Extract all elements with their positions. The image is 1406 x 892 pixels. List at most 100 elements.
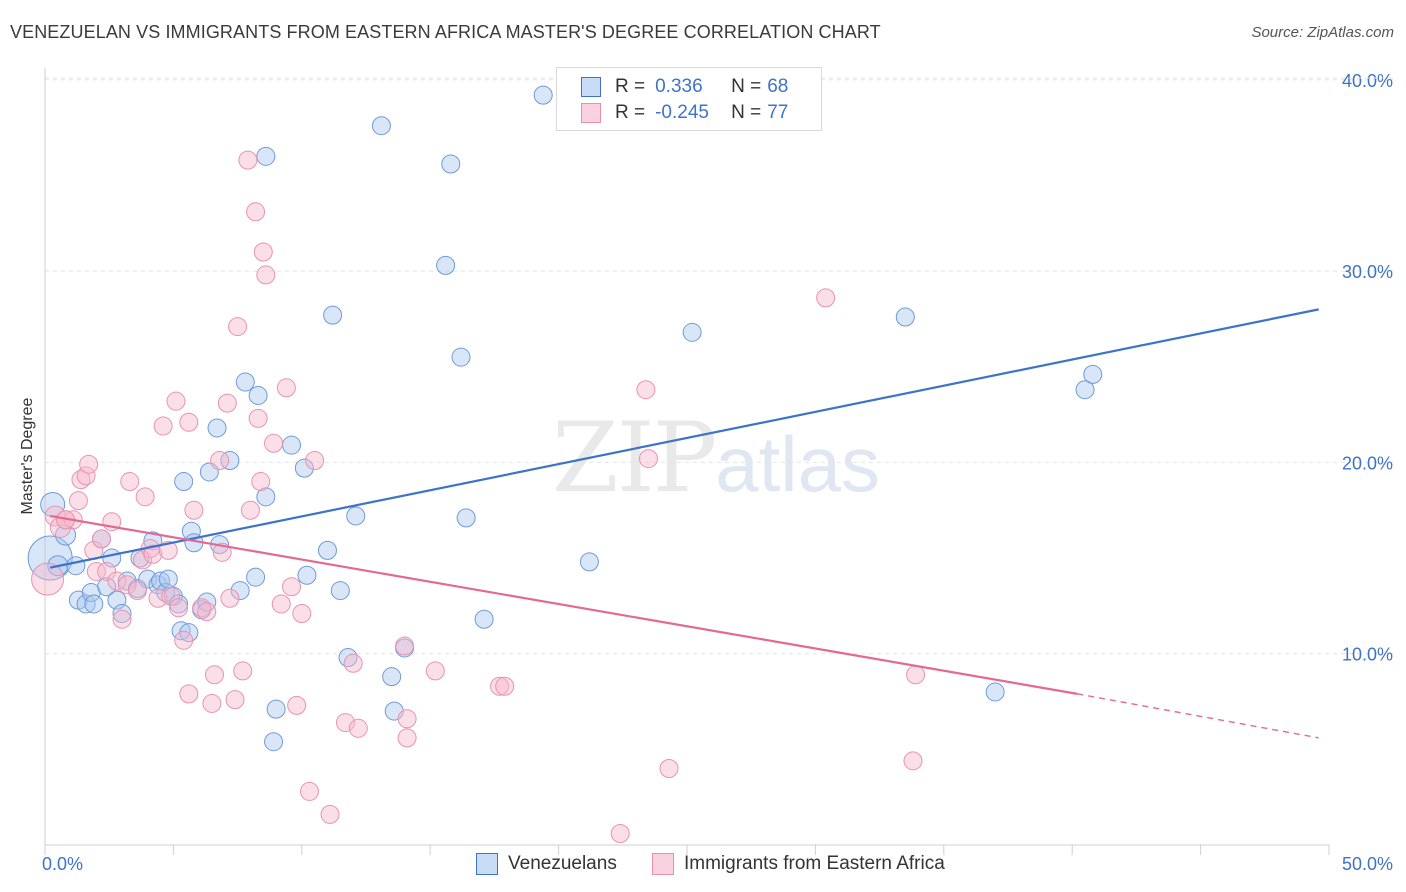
point-venezuelans (256, 146, 276, 166)
point-venezuelans (451, 347, 471, 367)
r-label: R = (615, 76, 646, 97)
point-venezuelans (323, 305, 343, 325)
point-eastern-africa (112, 609, 132, 629)
point-eastern-africa (659, 758, 679, 778)
trend-line-venezuelans (49, 308, 1319, 569)
point-eastern-africa (169, 598, 189, 618)
point-eastern-africa (638, 449, 658, 469)
point-eastern-africa (903, 751, 923, 771)
point-venezuelans (66, 556, 86, 576)
point-eastern-africa (143, 544, 163, 564)
y-tick-label: 30.0% (1342, 262, 1393, 282)
point-eastern-africa (425, 661, 445, 681)
point-eastern-africa (135, 487, 155, 507)
point-eastern-africa (76, 466, 96, 486)
point-eastern-africa (264, 433, 284, 453)
point-eastern-africa (343, 653, 363, 673)
point-eastern-africa (31, 562, 65, 596)
point-venezuelans (338, 648, 358, 668)
n-label: N = (731, 76, 762, 97)
y-tick-label: 20.0% (1342, 453, 1393, 473)
point-venezuelans (294, 458, 314, 478)
trend-line-extension (1077, 693, 1319, 739)
point-venezuelans (985, 682, 1005, 702)
point-venezuelans (895, 307, 915, 327)
point-eastern-africa (202, 693, 222, 713)
point-eastern-africa (906, 665, 926, 685)
watermark-zip: ZIP (552, 402, 717, 514)
point-eastern-africa (192, 598, 212, 618)
point-venezuelans (533, 85, 553, 105)
legend-label: Immigrants from Eastern Africa (684, 853, 945, 874)
point-eastern-africa (204, 665, 224, 685)
legend-swatch-pink (581, 103, 601, 123)
stats-legend-row-venezuelans: R = 0.336 N = 68 (581, 75, 788, 99)
point-eastern-africa (158, 540, 178, 560)
point-venezuelans (579, 552, 599, 572)
point-venezuelans (248, 385, 268, 405)
r-value: -0.245 (655, 102, 709, 123)
point-eastern-africa (395, 636, 415, 656)
point-venezuelans (197, 592, 217, 612)
point-venezuelans (282, 435, 302, 455)
point-venezuelans (27, 535, 73, 581)
point-eastern-africa (238, 150, 258, 170)
point-eastern-africa (161, 586, 181, 606)
point-venezuelans (317, 540, 337, 560)
point-eastern-africa (228, 317, 248, 337)
point-venezuelans (264, 732, 284, 752)
point-eastern-africa (71, 470, 91, 490)
watermark-atlas: atlas (715, 420, 880, 508)
legend-swatch-pink (652, 853, 674, 875)
point-eastern-africa (335, 713, 355, 733)
point-eastern-africa (197, 602, 217, 622)
point-eastern-africa (91, 529, 111, 549)
point-eastern-africa (490, 676, 510, 696)
point-eastern-africa (271, 594, 291, 614)
point-eastern-africa (292, 604, 312, 624)
stats-legend: R = 0.336 N = 68 R = -0.245 N = 77 (556, 67, 822, 131)
point-eastern-africa (212, 542, 232, 562)
watermark: ZIPatlas (552, 402, 880, 514)
point-eastern-africa (184, 500, 204, 520)
point-eastern-africa (610, 824, 630, 844)
point-eastern-africa (127, 581, 147, 601)
point-venezuelans (235, 372, 255, 392)
point-venezuelans (346, 506, 366, 526)
point-eastern-africa (153, 416, 173, 436)
point-eastern-africa (248, 408, 268, 428)
point-venezuelans (456, 508, 476, 528)
legend-label: Venezuelans (508, 853, 617, 874)
y-tick-label: 10.0% (1342, 645, 1393, 665)
y-tick-label: 40.0% (1342, 71, 1393, 91)
stats-legend-row-eastern-africa: R = -0.245 N = 77 (581, 101, 788, 125)
n-value: 68 (767, 76, 789, 97)
point-venezuelans (246, 567, 266, 587)
legend-swatch-blue (476, 853, 498, 875)
point-eastern-africa (397, 709, 417, 729)
point-venezuelans (1075, 380, 1095, 400)
x-tick-label: 0.0% (42, 854, 83, 874)
n-label: N = (731, 102, 762, 123)
point-eastern-africa (79, 454, 99, 474)
point-venezuelans (220, 450, 240, 470)
point-eastern-africa (225, 690, 245, 710)
trend-line-eastern-africa (49, 514, 1078, 695)
n-value: 77 (767, 102, 789, 123)
point-venezuelans (97, 577, 117, 597)
point-eastern-africa (107, 571, 127, 591)
x-tick-label: 50.0% (1342, 854, 1393, 874)
point-eastern-africa (220, 588, 240, 608)
point-eastern-africa (495, 676, 515, 696)
point-eastern-africa (174, 630, 194, 650)
point-eastern-africa (240, 500, 260, 520)
point-venezuelans (256, 487, 276, 507)
point-eastern-africa (86, 561, 106, 581)
point-eastern-africa (636, 380, 656, 400)
point-eastern-africa (397, 728, 417, 748)
point-venezuelans (371, 116, 391, 136)
point-eastern-africa (133, 550, 153, 570)
point-eastern-africa (287, 695, 307, 715)
point-venezuelans (207, 418, 227, 438)
